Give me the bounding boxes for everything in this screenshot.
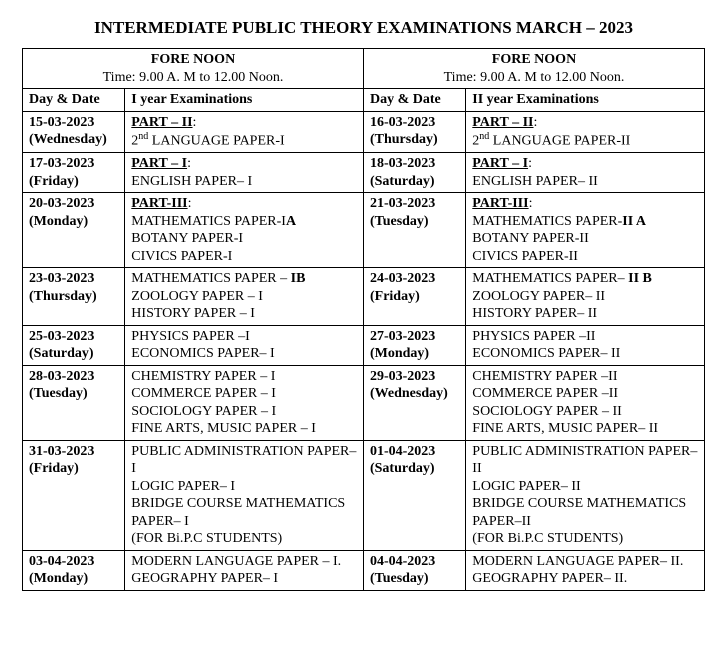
date-cell: 03-04-2023(Monday) <box>23 550 125 590</box>
subject-cell: PHYSICS PAPER –IECONOMICS PAPER– I <box>125 325 364 365</box>
session-left: FORE NOON Time: 9.00 A. M to 12.00 Noon. <box>23 49 364 89</box>
subject-cell: PART – I:ENGLISH PAPER– I <box>125 153 364 193</box>
table-row: 23-03-2023(Thursday)MATHEMATICS PAPER – … <box>23 268 705 326</box>
date-cell: 01-04-2023(Saturday) <box>363 440 465 550</box>
subject-cell: MATHEMATICS PAPER – IBZOOLOGY PAPER – IH… <box>125 268 364 326</box>
session-right: FORE NOON Time: 9.00 A. M to 12.00 Noon. <box>363 49 704 89</box>
date-cell: 21-03-2023(Tuesday) <box>363 193 465 268</box>
date-cell: 18-03-2023(Saturday) <box>363 153 465 193</box>
date-cell: 28-03-2023(Tuesday) <box>23 365 125 440</box>
subject-cell: PART – I:ENGLISH PAPER– II <box>466 153 705 193</box>
page-title: INTERMEDIATE PUBLIC THEORY EXAMINATIONS … <box>22 18 705 38</box>
date-cell: 20-03-2023(Monday) <box>23 193 125 268</box>
col-year2: II year Examinations <box>466 89 705 112</box>
subject-cell: CHEMISTRY PAPER –IICOMMERCE PAPER –IISOC… <box>466 365 705 440</box>
date-cell: 23-03-2023(Thursday) <box>23 268 125 326</box>
table-row: 15-03-2023(Wednesday)PART – II:2nd LANGU… <box>23 111 705 153</box>
date-cell: 29-03-2023(Wednesday) <box>363 365 465 440</box>
subject-cell: PART-III:MATHEMATICS PAPER-IABOTANY PAPE… <box>125 193 364 268</box>
subject-cell: MODERN LANGUAGE PAPER – I.GEOGRAPHY PAPE… <box>125 550 364 590</box>
header-row: Day & Date I year Examinations Day & Dat… <box>23 89 705 112</box>
subject-cell: MODERN LANGUAGE PAPER– II.GEOGRAPHY PAPE… <box>466 550 705 590</box>
subject-cell: CHEMISTRY PAPER – ICOMMERCE PAPER – ISOC… <box>125 365 364 440</box>
table-row: 25-03-2023(Saturday)PHYSICS PAPER –IECON… <box>23 325 705 365</box>
table-row: 20-03-2023(Monday)PART-III:MATHEMATICS P… <box>23 193 705 268</box>
date-cell: 27-03-2023(Monday) <box>363 325 465 365</box>
session-heading: FORE NOON <box>151 52 235 67</box>
session-time: Time: 9.00 A. M to 12.00 Noon. <box>103 70 284 85</box>
table-row: 17-03-2023(Friday)PART – I:ENGLISH PAPER… <box>23 153 705 193</box>
date-cell: 04-04-2023(Tuesday) <box>363 550 465 590</box>
subject-cell: PUBLIC ADMINISTRATION PAPER–ILOGIC PAPER… <box>125 440 364 550</box>
col-day-date: Day & Date <box>363 89 465 112</box>
subject-cell: PART – II:2nd LANGUAGE PAPER-II <box>466 111 705 153</box>
session-row: FORE NOON Time: 9.00 A. M to 12.00 Noon.… <box>23 49 705 89</box>
date-cell: 15-03-2023(Wednesday) <box>23 111 125 153</box>
date-cell: 16-03-2023(Thursday) <box>363 111 465 153</box>
col-year1: I year Examinations <box>125 89 364 112</box>
date-cell: 17-03-2023(Friday) <box>23 153 125 193</box>
subject-cell: PART-III:MATHEMATICS PAPER-II ABOTANY PA… <box>466 193 705 268</box>
session-time: Time: 9.00 A. M to 12.00 Noon. <box>444 70 625 85</box>
table-row: 03-04-2023(Monday)MODERN LANGUAGE PAPER … <box>23 550 705 590</box>
col-day-date: Day & Date <box>23 89 125 112</box>
subject-cell: PHYSICS PAPER –IIECONOMICS PAPER– II <box>466 325 705 365</box>
session-heading: FORE NOON <box>492 52 576 67</box>
date-cell: 31-03-2023(Friday) <box>23 440 125 550</box>
subject-cell: PUBLIC ADMINISTRATION PAPER–IILOGIC PAPE… <box>466 440 705 550</box>
date-cell: 24-03-2023(Friday) <box>363 268 465 326</box>
subject-cell: MATHEMATICS PAPER– II BZOOLOGY PAPER– II… <box>466 268 705 326</box>
date-cell: 25-03-2023(Saturday) <box>23 325 125 365</box>
table-row: 31-03-2023(Friday)PUBLIC ADMINISTRATION … <box>23 440 705 550</box>
table-row: 28-03-2023(Tuesday)CHEMISTRY PAPER – ICO… <box>23 365 705 440</box>
subject-cell: PART – II:2nd LANGUAGE PAPER-I <box>125 111 364 153</box>
timetable: FORE NOON Time: 9.00 A. M to 12.00 Noon.… <box>22 48 705 591</box>
